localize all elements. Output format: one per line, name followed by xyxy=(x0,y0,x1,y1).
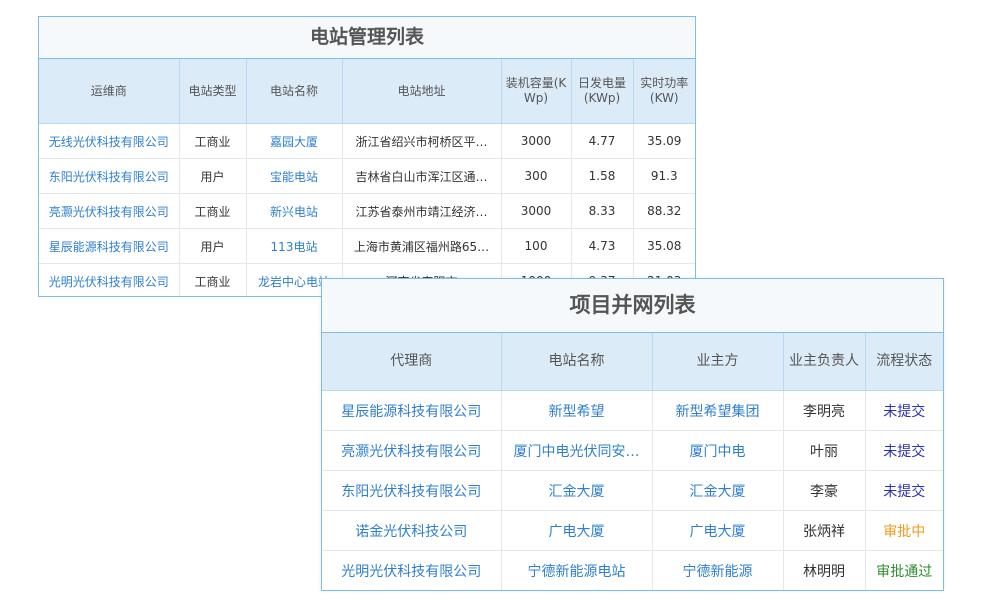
table-row: 光明光伏科技有限公司 宁德新能源电站 宁德新能源 林明明 审批通过 xyxy=(322,550,943,590)
table-cell: 叶丽 xyxy=(783,430,866,471)
link-cell[interactable]: 广电大厦 xyxy=(501,510,653,551)
column-header: 电站名称 xyxy=(501,333,653,391)
table-cell: 工商业 xyxy=(179,123,247,159)
table-cell: 工商业 xyxy=(179,193,247,229)
column-header: 电站名称 xyxy=(246,59,343,124)
status-cell: 审批通过 xyxy=(865,550,943,590)
link-cell[interactable]: 113电站 xyxy=(246,228,343,264)
link-cell[interactable]: 广电大厦 xyxy=(652,510,784,551)
link-cell[interactable]: 东阳光伏科技有限公司 xyxy=(322,470,502,511)
table-row: 无线光伏科技有限公司 工商业 嘉园大厦 浙江省绍兴市柯桥区平… 3000 4.77 35.0… xyxy=(39,123,695,159)
link-cell[interactable]: 厦门中电光伏同安… xyxy=(501,430,653,471)
link-cell[interactable]: 汇金大厦 xyxy=(652,470,784,511)
table-cell: 88.32 xyxy=(633,193,695,229)
table-cell: 吉林省白山市浑江区通… xyxy=(342,158,502,194)
link-cell[interactable]: 亮灏光伏科技有限公司 xyxy=(322,430,502,471)
table-cell: 91.3 xyxy=(633,158,695,194)
table-cell: 3000 xyxy=(501,123,572,159)
table-cell: 江苏省泰州市靖江经济… xyxy=(342,193,502,229)
status-cell: 审批中 xyxy=(865,510,943,551)
link-cell[interactable]: 厦门中电 xyxy=(652,430,784,471)
table-row: 亮灏光伏科技有限公司 厦门中电光伏同安… 厦门中电 叶丽 未提交 xyxy=(322,430,943,471)
link-cell[interactable]: 宁德新能源 xyxy=(652,550,784,590)
station-panel: 电站管理列表 运维商 电站类型 电站名称 电站地址 装机容量(KWp) 日发电量(KWp)… xyxy=(38,16,696,297)
column-header: 日发电量(KWp) xyxy=(571,59,634,124)
table-row: 东阳光伏科技有限公司 用户 宝能电站 吉林省白山市浑江区通… 300 1.58 91.3 xyxy=(39,158,695,194)
column-header: 业主方 xyxy=(652,333,784,391)
link-cell[interactable]: 新兴电站 xyxy=(246,193,343,229)
table-cell: 林明明 xyxy=(783,550,866,590)
table-cell: 300 xyxy=(501,158,572,194)
table-row: 东阳光伏科技有限公司 汇金大厦 汇金大厦 李豪 未提交 xyxy=(322,470,943,511)
table-cell: 用户 xyxy=(179,228,247,264)
status-cell: 未提交 xyxy=(865,390,943,431)
table-row: 亮灏光伏科技有限公司 工商业 新兴电站 江苏省泰州市靖江经济… 3000 8.33 88.3… xyxy=(39,193,695,229)
link-cell[interactable]: 新型希望 xyxy=(501,390,653,431)
header-row: 运维商 电站类型 电站名称 电站地址 装机容量(KWp) 日发电量(KWp) 实时功率(KW… xyxy=(39,59,695,124)
column-header: 电站地址 xyxy=(342,59,502,124)
link-cell[interactable]: 东阳光伏科技有限公司 xyxy=(39,158,180,194)
column-header: 实时功率(KW) xyxy=(633,59,695,124)
status-cell: 未提交 xyxy=(865,470,943,511)
table-cell: 4.77 xyxy=(571,123,634,159)
link-cell[interactable]: 汇金大厦 xyxy=(501,470,653,511)
link-cell[interactable]: 宁德新能源电站 xyxy=(501,550,653,590)
column-header: 运维商 xyxy=(39,59,180,124)
link-cell[interactable]: 星辰能源科技有限公司 xyxy=(39,228,180,264)
link-cell[interactable]: 诺金光伏科技公司 xyxy=(322,510,502,551)
table-cell: 张炳祥 xyxy=(783,510,866,551)
table-cell: 8.33 xyxy=(571,193,634,229)
table-cell: 浙江省绍兴市柯桥区平… xyxy=(342,123,502,159)
column-header: 业主负责人 xyxy=(783,333,866,391)
link-cell[interactable]: 光明光伏科技有限公司 xyxy=(39,263,180,296)
link-cell[interactable]: 星辰能源科技有限公司 xyxy=(322,390,502,431)
table-cell: 4.73 xyxy=(571,228,634,264)
table-cell: 李豪 xyxy=(783,470,866,511)
table-cell: 35.08 xyxy=(633,228,695,264)
table-cell: 用户 xyxy=(179,158,247,194)
column-header: 电站类型 xyxy=(179,59,247,124)
status-cell: 未提交 xyxy=(865,430,943,471)
link-cell[interactable]: 光明光伏科技有限公司 xyxy=(322,550,502,590)
project-table: 代理商 电站名称 业主方 业主负责人 流程状态 星辰能源科技有限公司 新型希望 新型希望集团李… xyxy=(322,333,943,590)
link-cell[interactable]: 亮灏光伏科技有限公司 xyxy=(39,193,180,229)
project-panel: 项目并网列表 代理商 电站名称 业主方 业主负责人 流程状态 星辰能源科技有限公司 新型希望… xyxy=(321,278,944,591)
header-row: 代理商 电站名称 业主方 业主负责人 流程状态 xyxy=(322,333,943,391)
link-cell[interactable]: 新型希望集团 xyxy=(652,390,784,431)
link-cell[interactable]: 嘉园大厦 xyxy=(246,123,343,159)
table-row: 星辰能源科技有限公司 新型希望 新型希望集团 李明亮 未提交 xyxy=(322,390,943,431)
table-row: 星辰能源科技有限公司 用户 113电站 上海市黄浦区福州路65… 100 4.73 35.0… xyxy=(39,228,695,264)
table-cell: 上海市黄浦区福州路65… xyxy=(342,228,502,264)
link-cell[interactable]: 无线光伏科技有限公司 xyxy=(39,123,180,159)
column-header: 流程状态 xyxy=(865,333,943,391)
column-header: 装机容量(KWp) xyxy=(501,59,572,124)
column-header: 代理商 xyxy=(322,333,502,391)
table-title: 项目并网列表 xyxy=(322,279,943,333)
table-cell: 1.58 xyxy=(571,158,634,194)
table-cell: 3000 xyxy=(501,193,572,229)
table-cell: 100 xyxy=(501,228,572,264)
table-row: 诺金光伏科技公司 广电大厦 广电大厦 张炳祥 审批中 xyxy=(322,510,943,551)
table-cell: 35.09 xyxy=(633,123,695,159)
station-table: 运维商 电站类型 电站名称 电站地址 装机容量(KWp) 日发电量(KWp) 实时功率(KW… xyxy=(39,59,695,296)
table-cell: 李明亮 xyxy=(783,390,866,431)
link-cell[interactable]: 宝能电站 xyxy=(246,158,343,194)
table-cell: 工商业 xyxy=(179,263,247,296)
table-title: 电站管理列表 xyxy=(39,17,695,59)
